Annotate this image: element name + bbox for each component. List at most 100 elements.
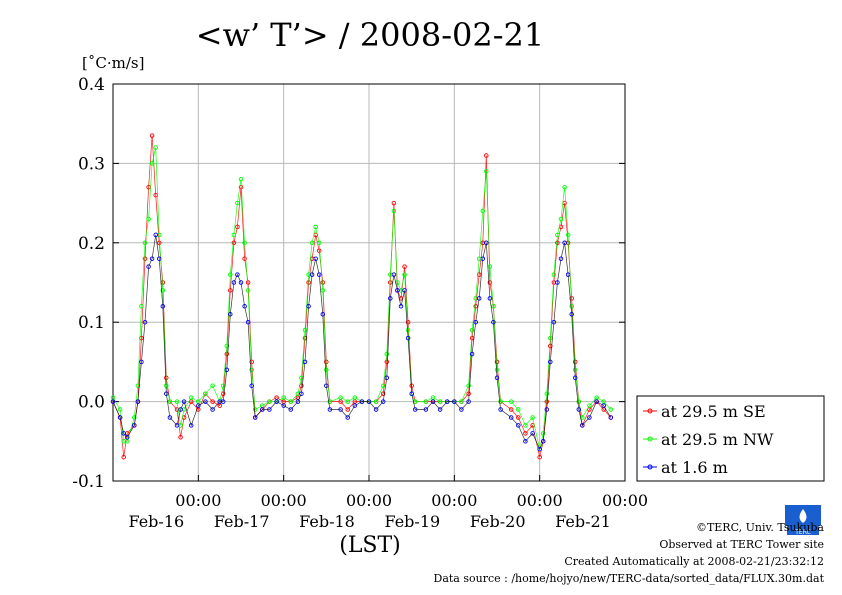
data-point	[142, 240, 148, 246]
data-point	[174, 423, 180, 428]
data-point	[139, 304, 144, 309]
x-tick-date: Feb-18	[299, 512, 355, 531]
data-point	[569, 312, 574, 317]
data-point	[405, 327, 411, 333]
data-point	[487, 280, 493, 285]
y-tick-label: 0.0	[78, 393, 105, 413]
data-point	[366, 399, 372, 404]
data-point	[309, 240, 315, 246]
data-point	[391, 272, 397, 277]
data-point	[576, 399, 582, 404]
data-point	[181, 399, 187, 404]
data-point	[167, 399, 173, 404]
y-tick-label: 0.1	[78, 313, 105, 333]
data-point	[281, 395, 286, 400]
data-point	[231, 232, 237, 238]
legend-label: at 1.6 m	[661, 458, 728, 477]
data-point	[373, 399, 379, 404]
data-point	[316, 272, 322, 277]
data-point	[139, 359, 144, 365]
data-point	[391, 208, 397, 214]
data-point	[149, 161, 155, 166]
data-point	[124, 435, 130, 440]
data-point	[228, 272, 233, 277]
data-point	[444, 399, 450, 404]
data-point	[142, 319, 148, 325]
data-point	[352, 403, 358, 408]
data-point	[562, 240, 567, 246]
data-point	[508, 407, 514, 412]
data-point	[487, 296, 493, 301]
data-point	[508, 399, 514, 404]
data-point	[494, 375, 500, 381]
data-point	[423, 399, 429, 404]
data-point	[327, 399, 333, 404]
data-point	[309, 272, 315, 277]
data-point	[491, 319, 496, 325]
data-point	[139, 335, 144, 341]
chart-title: <w’ T’> / 2008-02-21	[196, 16, 545, 54]
data-point	[149, 133, 155, 138]
series-3	[110, 232, 614, 452]
terc-logo-icon: TERC	[785, 505, 821, 536]
data-point	[523, 439, 528, 444]
data-point	[469, 327, 475, 333]
data-point	[174, 399, 180, 404]
data-point	[359, 399, 365, 404]
data-point	[405, 319, 411, 325]
legend-label: at 29.5 m NW	[661, 430, 774, 449]
data-point	[245, 288, 251, 293]
data-point	[249, 383, 254, 388]
data-point	[267, 399, 272, 404]
data-point	[164, 391, 169, 396]
data-point	[235, 224, 240, 230]
data-point	[562, 184, 567, 190]
data-point	[135, 399, 141, 404]
data-point	[167, 415, 173, 420]
data-point	[316, 240, 322, 246]
data-point	[228, 288, 233, 293]
data-point	[608, 415, 614, 420]
series-line	[112, 147, 612, 450]
data-point	[252, 407, 258, 412]
data-point	[565, 232, 571, 238]
data-point	[306, 280, 311, 285]
data-point	[476, 296, 482, 301]
data-point	[523, 423, 528, 428]
data-point	[537, 446, 542, 452]
data-point	[299, 391, 304, 396]
data-point	[196, 403, 201, 408]
data-point	[231, 280, 237, 285]
y-tick-label: -0.1	[72, 472, 105, 492]
data-point	[316, 248, 322, 253]
data-point	[402, 264, 407, 269]
data-point	[555, 280, 560, 285]
data-point	[580, 423, 585, 428]
data-point	[302, 359, 308, 365]
data-point	[267, 407, 272, 412]
data-point	[245, 319, 251, 325]
data-point	[498, 407, 503, 412]
data-point	[555, 232, 560, 238]
footer-created: Created Automatically at 2008-02-21/23:3…	[564, 555, 824, 568]
data-point	[306, 304, 311, 309]
data-point	[587, 415, 592, 420]
data-point	[210, 407, 215, 412]
data-point	[409, 391, 414, 396]
data-point	[548, 335, 553, 341]
data-point	[160, 288, 166, 293]
data-point	[242, 240, 247, 246]
data-point	[452, 399, 457, 404]
data-point	[380, 383, 386, 388]
data-point	[313, 256, 318, 261]
legend-label: at 29.5 m SE	[661, 402, 766, 421]
data-point	[466, 399, 471, 404]
footer-copyright: ©TERC, Univ. Tsukuba	[695, 521, 824, 534]
data-point	[110, 399, 116, 404]
data-point	[423, 407, 429, 412]
data-point	[565, 272, 571, 277]
data-point	[544, 407, 550, 412]
data-point	[412, 407, 418, 412]
legend-marker	[647, 464, 653, 470]
data-point	[235, 200, 240, 206]
